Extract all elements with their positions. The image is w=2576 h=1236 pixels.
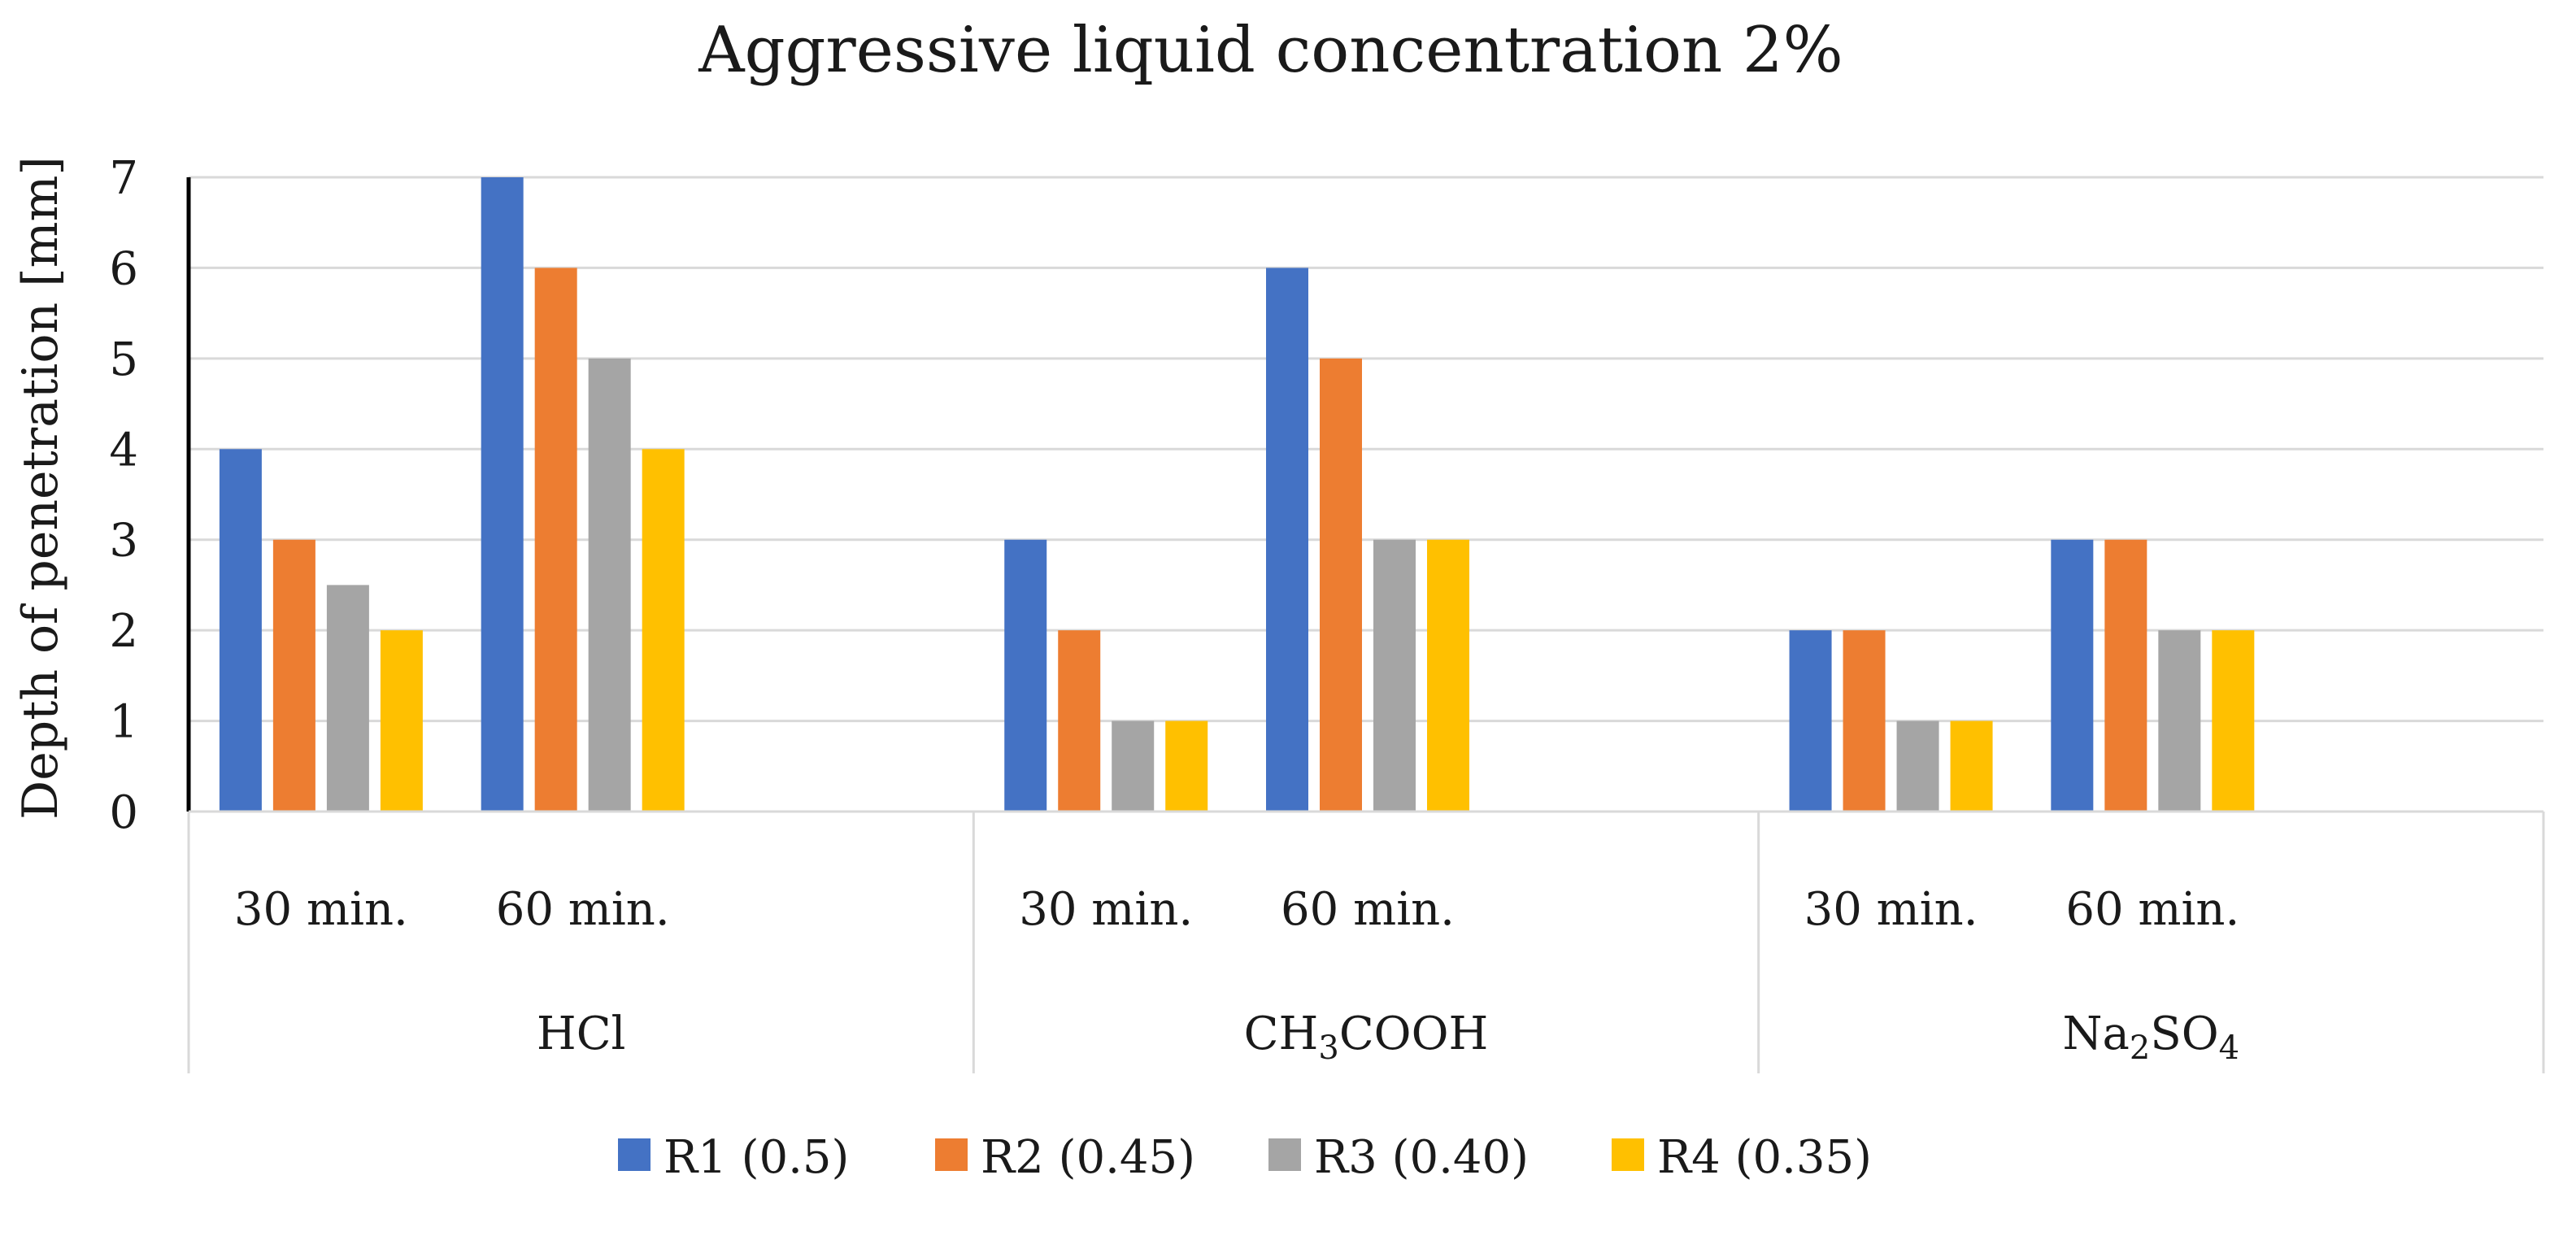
bar-r2-6: [2104, 539, 2147, 812]
legend-swatch: [618, 1138, 651, 1171]
group-label: CH3COOH: [1244, 1008, 1489, 1067]
group-label: HCl: [537, 1008, 626, 1060]
y-tick-label: 0: [109, 786, 138, 839]
bar-r1-3: [1004, 539, 1047, 812]
legend-label: R1 (0.5): [664, 1131, 849, 1184]
bar-r1-2: [481, 177, 524, 812]
y-tick-label: 2: [109, 605, 138, 658]
bar-r4-6: [2212, 630, 2255, 812]
bar-r3-6: [2158, 630, 2201, 812]
x-tick-label: 30 min.: [234, 883, 408, 936]
bar-r4-1: [380, 630, 423, 812]
legend-label: R4 (0.35): [1657, 1131, 1872, 1184]
bar-r1-5: [1789, 630, 1832, 812]
bar-r2-5: [1843, 630, 1886, 812]
y-tick-label: 5: [109, 333, 138, 386]
chart-title: Aggressive liquid concentration 2%: [698, 14, 1843, 87]
bar-r4-4: [1427, 539, 1469, 812]
x-tick-label: 60 min.: [2065, 883, 2239, 936]
legend-swatch: [1612, 1138, 1644, 1171]
bar-r2-1: [272, 539, 315, 812]
legend-swatch: [1268, 1138, 1301, 1171]
x-tick-label: 30 min.: [1019, 883, 1193, 936]
bar-r1-1: [219, 449, 262, 812]
y-tick-label: 3: [109, 515, 138, 568]
y-tick-label: 7: [109, 152, 138, 205]
bar-r4-2: [642, 449, 685, 812]
bar-r2-4: [1320, 358, 1362, 812]
legend-label: R3 (0.40): [1314, 1131, 1529, 1184]
bar-r3-4: [1373, 539, 1416, 812]
bar-r1-6: [2051, 539, 2094, 812]
y-tick-label: 1: [109, 696, 138, 749]
legend-label: R2 (0.45): [981, 1131, 1195, 1184]
bar-r3-1: [326, 585, 369, 812]
y-tick-label: 4: [109, 424, 138, 477]
bar-r3-3: [1112, 720, 1155, 812]
y-tick-label: 6: [109, 242, 138, 295]
group-label: Na2SO4: [2063, 1008, 2240, 1067]
legend-swatch: [935, 1138, 968, 1171]
bar-r2-3: [1058, 630, 1101, 812]
bar-r4-3: [1165, 720, 1208, 812]
bar-r3-2: [588, 358, 631, 812]
bar-r4-5: [1950, 720, 1993, 812]
y-axis-label: Depth of penetration [mm]: [12, 156, 69, 820]
x-tick-label: 30 min.: [1804, 883, 1978, 936]
x-tick-label: 60 min.: [1281, 883, 1455, 936]
x-tick-label: 60 min.: [496, 883, 670, 936]
bar-r3-5: [1896, 720, 1939, 812]
bar-r2-2: [534, 268, 577, 812]
bar-r1-4: [1266, 268, 1308, 812]
